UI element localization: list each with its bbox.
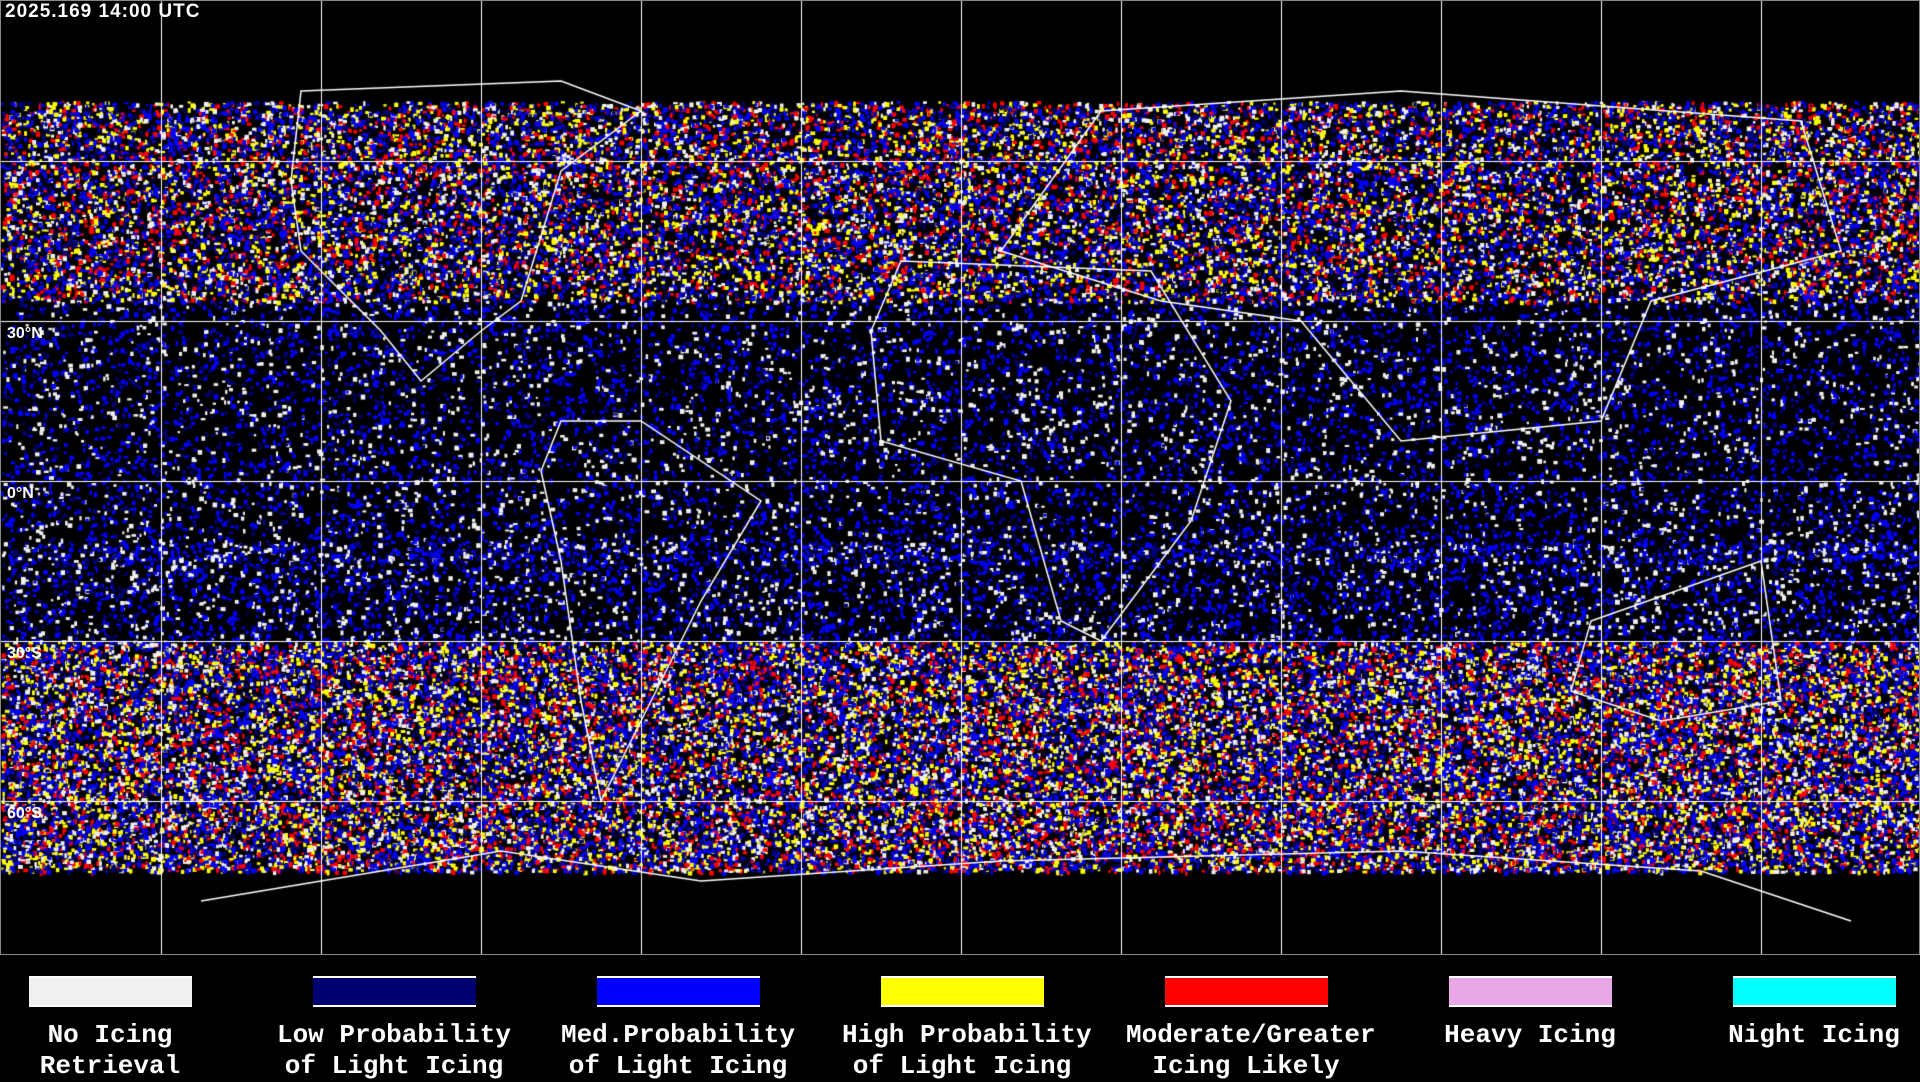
legend-item: High Probability of Light Icing [842, 976, 1092, 1082]
legend-swatch [596, 976, 760, 1007]
legend-label: High Probability of Light Icing [842, 1020, 1092, 1081]
legend-label: Med.Probability of Light Icing [560, 1020, 796, 1081]
lat-label-30s: 30°S [7, 645, 42, 662]
legend-item: No Icing Retrieval [0, 976, 230, 1082]
icing-probability-layer [1, 1, 1919, 954]
legend-item: Night Icing [1694, 976, 1920, 1051]
legend-item: Heavy Icing [1410, 976, 1650, 1051]
legend-swatch [1732, 976, 1896, 1007]
legend-item: Low Probability of Light Icing [274, 976, 514, 1082]
lat-label-30n: 30°N [7, 325, 43, 342]
legend-item: Moderate/Greater Icing Likely [1126, 976, 1376, 1082]
legend-swatch [1164, 976, 1328, 1007]
legend-label: Night Icing [1728, 1020, 1900, 1050]
legend-label: No Icing Retrieval [39, 1020, 181, 1081]
timestamp: 2025.169 14:00 UTC [5, 1, 201, 22]
legend-swatch [880, 976, 1044, 1007]
legend-swatch [1448, 976, 1612, 1007]
legend-label: Heavy Icing [1444, 1020, 1616, 1050]
lat-label-0n: 0°N [7, 485, 34, 502]
lat-label-60s: 60°S [7, 805, 42, 822]
legend-swatch [312, 976, 476, 1007]
legend-label: Moderate/Greater Icing Likely [1126, 1020, 1376, 1081]
legend-swatch [28, 976, 192, 1007]
icing-map: 2025.169 14:00 UTC 30°N 0°N 30°S 60°S [0, 0, 1920, 955]
legend-item: Med.Probability of Light Icing [558, 976, 798, 1082]
legend-label: Low Probability of Light Icing [276, 1020, 512, 1081]
